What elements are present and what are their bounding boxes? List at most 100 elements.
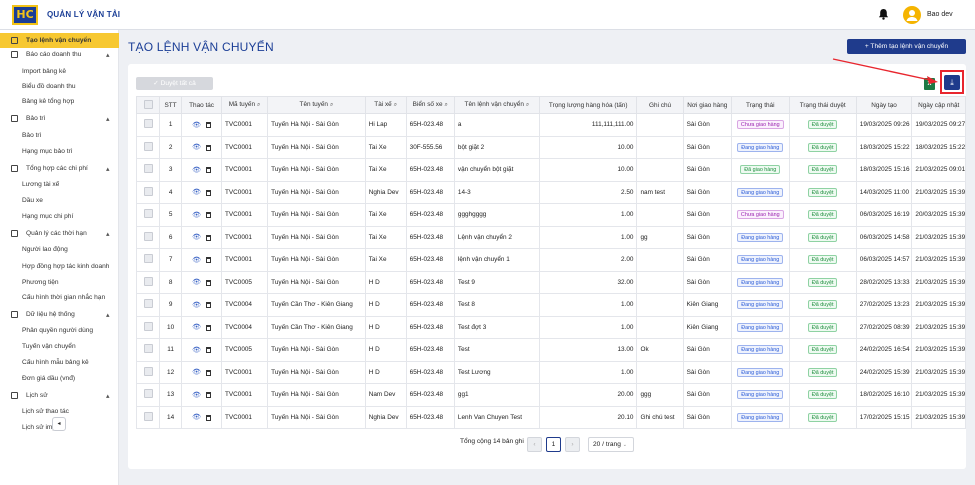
sidebar-collapse-button[interactable]: ◂ (52, 417, 66, 431)
table-row[interactable]: 12 👁 TVC0001 Tuyến Hà Nội - Sài Gòn H D 65H-0… (135, 360, 966, 384)
eye-icon[interactable]: 👁 (192, 144, 201, 152)
excel-icon[interactable]: x (924, 78, 935, 90)
eye-icon[interactable]: 👁 (192, 211, 201, 219)
chevron-up-icon[interactable]: ▴ (106, 312, 110, 319)
trash-icon[interactable] (205, 189, 211, 196)
sidebar-item[interactable]: Import bảng kê (0, 64, 119, 79)
sidebar-item[interactable]: Lịch sử thao tác (0, 404, 119, 419)
column-header[interactable]: Ngày cập nhật (911, 96, 966, 114)
row-checkbox[interactable] (143, 209, 153, 219)
sidebar-item[interactable]: Tuyến vận chuyển (0, 339, 119, 354)
sidebar-item[interactable]: Tổng hợp các chi phí ▴ (0, 161, 119, 176)
select-all-checkbox[interactable] (135, 96, 161, 114)
row-checkbox[interactable] (143, 411, 153, 421)
row-checkbox[interactable] (143, 344, 153, 354)
sidebar-item[interactable]: Cấu hình mẫu bảng kê (0, 355, 119, 370)
row-checkbox[interactable] (143, 254, 153, 264)
eye-icon[interactable]: 👁 (192, 234, 201, 242)
row-checkbox[interactable] (143, 389, 153, 399)
sidebar-item[interactable]: Phân quyền người dùng (0, 323, 119, 338)
trash-icon[interactable] (205, 392, 211, 399)
sidebar-item[interactable]: Lịch sử ▴ (0, 388, 119, 403)
column-header[interactable]: Tên tuyến ⌕ (267, 96, 366, 114)
eye-icon[interactable]: 👁 (192, 166, 201, 174)
column-header[interactable]: Ghi chú (636, 96, 684, 114)
search-icon[interactable]: ⌕ (444, 102, 448, 108)
sidebar-item[interactable]: Cấu hình thời gian nhắc hạn (0, 290, 119, 305)
eye-icon[interactable]: 👁 (192, 189, 201, 197)
sidebar-item[interactable]: Bảng kê tổng hợp (0, 94, 119, 109)
trash-icon[interactable] (205, 414, 211, 421)
column-header[interactable]: STT (159, 96, 183, 114)
table-row[interactable]: 3 👁 TVC0001 Tuyến Hà Nội - Sài Gòn Tai Xe 65H… (135, 158, 966, 182)
sidebar-item[interactable]: Lịch sử import (0, 420, 119, 435)
trash-icon[interactable] (205, 302, 211, 309)
eye-icon[interactable]: 👁 (192, 279, 201, 287)
column-header[interactable]: Trọng lượng hàng hóa (tấn) (538, 96, 638, 114)
row-checkbox[interactable] (143, 164, 153, 174)
search-icon[interactable]: ⌕ (393, 102, 398, 108)
approve-all-button[interactable]: ✓ Duyệt tất cả (136, 77, 213, 90)
row-checkbox[interactable] (143, 186, 153, 196)
chevron-up-icon[interactable]: ▴ (106, 52, 110, 59)
table-row[interactable]: 5 👁 TVC0001 Tuyến Hà Nội - Sài Gòn Tai Xe 65H… (135, 203, 966, 227)
table-row[interactable]: 7 👁 TVC0001 Tuyến Hà Nội - Sài Gòn Tai Xe 65H… (135, 248, 966, 272)
trash-icon[interactable] (205, 122, 211, 129)
trash-icon[interactable] (205, 369, 211, 376)
row-checkbox[interactable] (143, 231, 153, 241)
download-button[interactable]: ⤓ (944, 75, 960, 90)
chevron-up-icon[interactable]: ▴ (106, 231, 110, 238)
sidebar-item[interactable]: Tạo lệnh vận chuyển (0, 33, 119, 48)
eye-icon[interactable]: 👁 (192, 414, 201, 422)
eye-icon[interactable]: 👁 (192, 346, 201, 354)
trash-icon[interactable] (205, 167, 211, 174)
row-checkbox[interactable] (143, 276, 153, 286)
search-icon[interactable]: ⌕ (257, 102, 261, 108)
trash-icon[interactable] (205, 257, 211, 264)
chevron-up-icon[interactable]: ▴ (106, 393, 110, 400)
row-checkbox[interactable] (143, 141, 153, 151)
sidebar-item[interactable]: Bảo trì (0, 128, 119, 143)
eye-icon[interactable]: 👁 (192, 324, 201, 332)
table-row[interactable]: 2 👁 TVC0001 Tuyến Hà Nội - Sài Gòn Tai Xe 30F… (135, 135, 966, 159)
table-row[interactable]: 9 👁 TVC0004 Tuyến Cần Thơ - Kiên Giang H D 65… (135, 293, 966, 317)
row-checkbox[interactable] (143, 299, 153, 309)
app-logo[interactable]: HC (12, 5, 38, 25)
user-avatar-icon[interactable] (903, 6, 921, 24)
trash-icon[interactable] (205, 279, 211, 286)
chevron-up-icon[interactable]: ▴ (106, 166, 110, 173)
column-header[interactable]: Ngày tạo (855, 96, 913, 114)
column-header[interactable]: Nơi giao hàng (682, 96, 732, 114)
sidebar-item[interactable]: Dữ liệu hệ thống ▴ (0, 307, 119, 322)
sidebar-item[interactable]: Hạng mục chi phí (0, 209, 119, 224)
table-row[interactable]: 4 👁 TVC0001 Tuyến Hà Nội - Sài Gòn Nghia Dev… (135, 180, 966, 204)
sidebar-item[interactable]: Báo cáo doanh thu ▴ (0, 47, 119, 62)
column-header[interactable]: Trạng thái duyệt (788, 96, 857, 114)
eye-icon[interactable]: 👁 (192, 121, 201, 129)
column-header[interactable]: Thao tác (181, 96, 222, 114)
table-row[interactable]: 13 👁 TVC0001 Tuyến Hà Nội - Sài Gòn Nam Dev 6… (135, 383, 966, 407)
table-row[interactable]: 11 👁 TVC0005 Tuyến Hà Nội - Sài Gòn H D 65H-0… (135, 338, 966, 362)
add-transport-order-button[interactable]: + Thêm tạo lệnh vận chuyển (847, 39, 966, 54)
username[interactable]: Bao dev (927, 11, 953, 18)
sidebar-item[interactable]: Bảo trì ▴ (0, 111, 119, 126)
trash-icon[interactable] (205, 234, 211, 241)
sidebar-item[interactable]: Hạng mục bảo trì (0, 144, 119, 159)
column-header[interactable]: Trạng thái (730, 96, 790, 114)
table-row[interactable]: 6 👁 TVC0001 Tuyến Hà Nội - Sài Gòn Tai Xe 65H… (135, 225, 966, 249)
page-size-select[interactable]: 20 / trang ⌄ (588, 437, 634, 452)
column-header[interactable]: Tên lệnh vận chuyển ⌕ (453, 96, 540, 114)
sidebar-item[interactable]: Biểu đồ doanh thu (0, 79, 119, 94)
page-1-button[interactable]: 1 (546, 437, 561, 452)
search-icon[interactable]: ⌕ (525, 102, 530, 108)
trash-icon[interactable] (205, 212, 211, 219)
row-checkbox[interactable] (143, 119, 153, 129)
eye-icon[interactable]: 👁 (192, 256, 201, 264)
row-checkbox[interactable] (143, 366, 153, 376)
trash-icon[interactable] (205, 324, 211, 331)
sidebar-item[interactable]: Quản lý các thời hạn ▴ (0, 226, 119, 241)
sidebar-item[interactable]: Dầu xe (0, 193, 119, 208)
eye-icon[interactable]: 👁 (192, 369, 201, 377)
column-header[interactable]: Biển số xe ⌕ (405, 96, 455, 114)
